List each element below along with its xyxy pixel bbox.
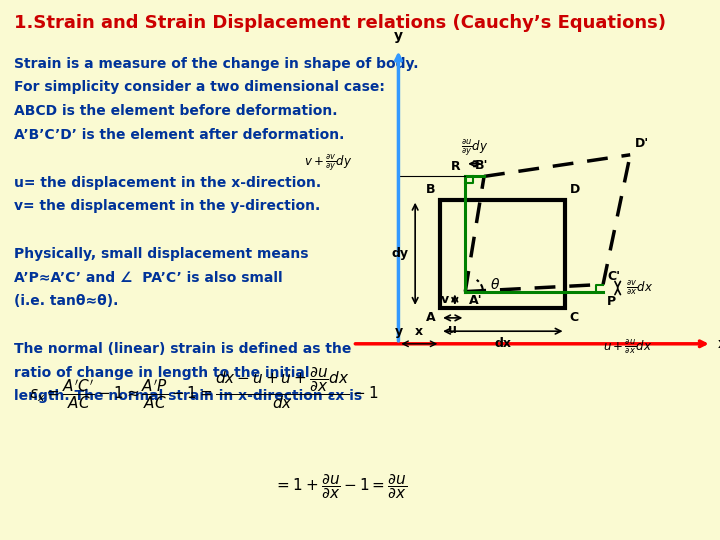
Text: $v+\frac{\partial v}{\partial y}dy$: $v+\frac{\partial v}{\partial y}dy$	[305, 152, 353, 173]
Text: Physically, small displacement means: Physically, small displacement means	[14, 247, 309, 261]
Text: A’B’C’D’ is the element after deformation.: A’B’C’D’ is the element after deformatio…	[14, 128, 345, 142]
Text: ABCD is the element before deformation.: ABCD is the element before deformation.	[14, 104, 338, 118]
Text: dx: dx	[495, 338, 511, 350]
Text: dy: dy	[392, 247, 409, 260]
Text: x: x	[718, 337, 720, 351]
Text: v= the displacement in the y-direction.: v= the displacement in the y-direction.	[14, 199, 320, 213]
Text: y: y	[395, 326, 402, 339]
Text: Strain is a measure of the change in shape of body.: Strain is a measure of the change in sha…	[14, 57, 419, 71]
Text: D: D	[570, 183, 580, 196]
Text: B: B	[426, 183, 435, 196]
Text: $\varepsilon_x = \dfrac{A'C'}{AC} - 1 \approx \dfrac{A'P}{AC} - 1 = \dfrac{dx - : $\varepsilon_x = \dfrac{A'C'}{AC} - 1 \a…	[29, 365, 378, 410]
Text: A': A'	[469, 294, 482, 307]
Text: The normal (linear) strain is defined as the: The normal (linear) strain is defined as…	[14, 342, 352, 356]
Text: D': D'	[635, 138, 649, 151]
Text: B': B'	[475, 159, 489, 172]
Text: y: y	[394, 29, 403, 43]
Text: u= the displacement in the x-direction.: u= the displacement in the x-direction.	[14, 176, 322, 190]
Text: ratio of change in length to the initial: ratio of change in length to the initial	[14, 366, 310, 380]
Text: A’P≈A’C’ and ∠  PA’C’ is also small: A’P≈A’C’ and ∠ PA’C’ is also small	[14, 271, 283, 285]
Text: $= 1 + \dfrac{\partial u}{\partial x} - 1 = \dfrac{\partial u}{\partial x}$: $= 1 + \dfrac{\partial u}{\partial x} - …	[274, 472, 407, 501]
Text: For simplicity consider a two dimensional case:: For simplicity consider a two dimensiona…	[14, 80, 385, 94]
Bar	[440, 200, 565, 308]
Text: (i.e. tanθ≈θ).: (i.e. tanθ≈θ).	[14, 294, 119, 308]
Text: 1.Strain and Strain Displacement relations (Cauchy’s Equations): 1.Strain and Strain Displacement relatio…	[14, 14, 667, 31]
Text: $\frac{\partial v}{\partial x}dx$: $\frac{\partial v}{\partial x}dx$	[626, 279, 653, 298]
Text: u: u	[449, 323, 457, 336]
Text: A: A	[426, 312, 435, 325]
Text: $\theta$: $\theta$	[490, 277, 500, 292]
Text: C: C	[570, 312, 579, 325]
Text: P: P	[607, 295, 616, 308]
Text: $\frac{\partial u}{\partial y}dy$: $\frac{\partial u}{\partial y}dy$	[461, 138, 488, 158]
Text: x: x	[415, 326, 423, 339]
Text: length. The normal strain in x-direction εx is: length. The normal strain in x-direction…	[14, 389, 363, 403]
Text: R: R	[451, 160, 460, 173]
Text: C': C'	[607, 269, 621, 282]
Text: $u+\frac{\partial u}{\partial x}dx$: $u+\frac{\partial u}{\partial x}dx$	[603, 338, 652, 356]
Text: v: v	[441, 293, 449, 306]
